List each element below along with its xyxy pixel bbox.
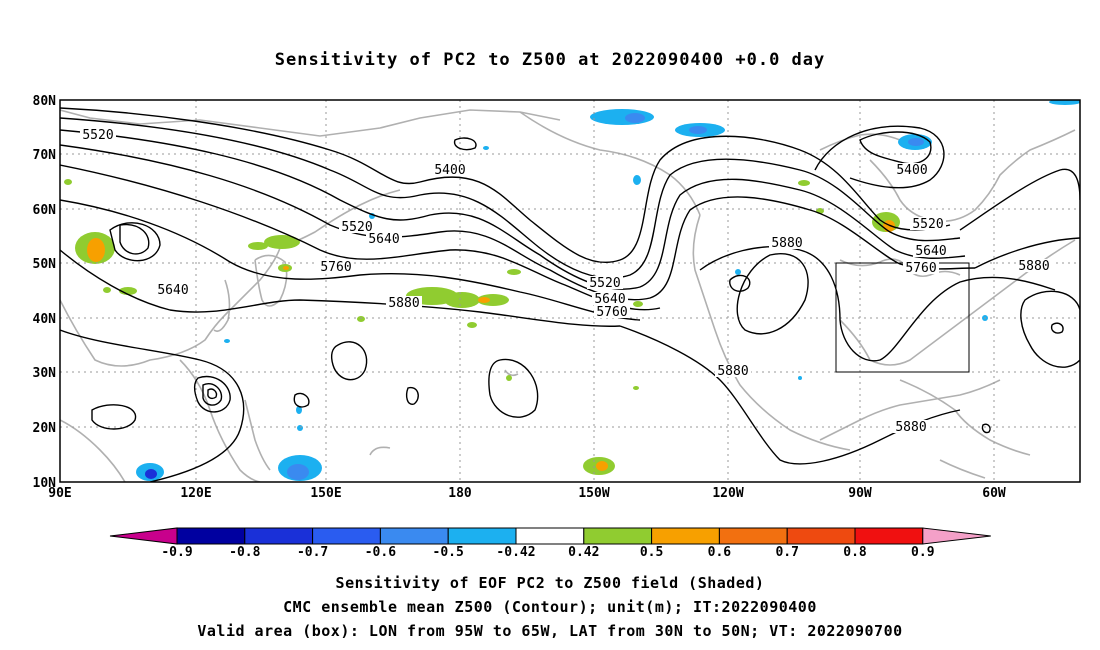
colorbar-label: 0.8 (843, 545, 867, 560)
contour-label: 5520 (912, 217, 943, 232)
colorbar-segment (447, 527, 517, 545)
colorbar-segment (312, 527, 381, 545)
contour-label-bg (592, 292, 628, 305)
colorbar-high-end (922, 527, 991, 545)
contour-label-bg (1016, 259, 1052, 272)
contour-label-bg (910, 217, 946, 230)
contour-label-bg (594, 305, 630, 318)
contour-label: 5640 (368, 232, 399, 247)
contour-label-bg (318, 260, 354, 273)
lat-tick-label: 80N (33, 94, 57, 109)
contour-label-bg (386, 296, 422, 309)
contour-label-bg (432, 163, 468, 176)
contour-label: 5760 (320, 260, 351, 275)
colorbar-label: 0.9 (911, 545, 934, 560)
contour-label: 5520 (82, 128, 113, 143)
colorbar-label: -0.8 (229, 545, 260, 560)
valid-area-box (835, 262, 970, 373)
plot-frame (59, 99, 1081, 483)
colorbar-label: 0.5 (640, 545, 663, 560)
contour-label: 5880 (1018, 259, 1049, 274)
colorbar-label: -0.42 (496, 545, 535, 560)
contour-label: 5400 (434, 163, 465, 178)
lon-tick-label: 90W (848, 486, 872, 501)
contour-label: 5760 (905, 261, 936, 276)
contour-label-bg (903, 261, 939, 274)
lon-tick-label: 90E (48, 486, 71, 501)
colorbar-segment (515, 527, 585, 545)
contour-label: 5520 (341, 220, 372, 235)
colorbar-segment (786, 527, 856, 545)
lat-tick-label: 40N (33, 312, 57, 327)
contour-label: 5880 (388, 296, 419, 311)
colorbar: -0.9 -0.8 -0.7 -0.6 -0.5 -0.42 0.42 0.5 0.6 0.7 0.… (109, 527, 991, 560)
contour-labels: 5520540055205640576056405880552056405760… (80, 128, 1052, 435)
contour-label: 5880 (895, 420, 926, 435)
contour-label: 5640 (915, 244, 946, 259)
lon-tick-label: 60W (982, 486, 1006, 501)
latitude-axis: 80N 70N 60N 50N 40N 30N 20N 10N (33, 94, 57, 491)
colorbar-segment (176, 527, 246, 545)
lon-tick-label: 150W (578, 486, 609, 501)
caption-line-3: Valid area (box): LON from 95W to 65W, L… (197, 622, 903, 640)
colorbar-segment (379, 527, 449, 545)
contour-label: 5880 (717, 364, 748, 379)
map-title: Sensitivity of PC2 to Z500 at 2022090400… (274, 50, 826, 70)
colorbar-label: 0.42 (568, 545, 599, 560)
colorbar-segment (583, 527, 653, 545)
colorbar-label: -0.7 (297, 545, 328, 560)
contour-label-bg (339, 220, 375, 233)
contour-label-bg (769, 236, 805, 249)
grid-lines (60, 100, 1080, 482)
lat-tick-label: 70N (33, 148, 57, 163)
caption-line-2: CMC ensemble mean Z500 (Contour); unit(m… (283, 598, 817, 616)
contour-label: 5760 (596, 305, 627, 320)
lat-tick-label: 10N (33, 476, 57, 491)
lon-tick-label: 180 (448, 486, 472, 501)
lon-tick-label: 120W (712, 486, 743, 501)
shaded-sensitivity (64, 100, 1080, 481)
colorbar-segment (244, 527, 314, 545)
longitude-axis: 90E 120E 150E 180 150W 120W 90W 60W (48, 486, 1006, 501)
colorbar-label: 0.7 (775, 545, 798, 560)
colorbar-label: -0.5 (433, 545, 464, 560)
lon-tick-label: 150E (310, 486, 341, 501)
lat-tick-label: 20N (33, 421, 57, 436)
contour-label-bg (894, 163, 930, 176)
contour-label: 5640 (157, 283, 188, 298)
colorbar-label: -0.6 (365, 545, 396, 560)
contour-label: 5520 (589, 276, 620, 291)
colorbar-low-end (109, 527, 178, 545)
lat-tick-label: 50N (33, 257, 57, 272)
contour-label-bg (366, 232, 402, 245)
contour-label-bg (80, 128, 116, 141)
contour-label-bg (155, 283, 191, 296)
contour-label-bg (715, 364, 751, 377)
colorbar-label: 0.6 (708, 545, 732, 560)
contour-label: 5880 (771, 236, 802, 251)
lat-tick-label: 30N (33, 366, 57, 381)
contour-label-bg (913, 244, 949, 257)
contour-label: 5640 (594, 292, 625, 307)
colorbar-segment (718, 527, 788, 545)
lon-tick-label: 120E (180, 486, 211, 501)
colorbar-label: -0.9 (161, 545, 192, 560)
contour-label: 5400 (896, 163, 927, 178)
caption-line-1: Sensitivity of EOF PC2 to Z500 field (Sh… (335, 574, 765, 592)
contour-label-bg (587, 276, 623, 289)
lat-tick-label: 60N (33, 203, 57, 218)
colorbar-segment (854, 527, 924, 545)
colorbar-segment (651, 527, 720, 545)
contour-label-bg (893, 420, 929, 433)
